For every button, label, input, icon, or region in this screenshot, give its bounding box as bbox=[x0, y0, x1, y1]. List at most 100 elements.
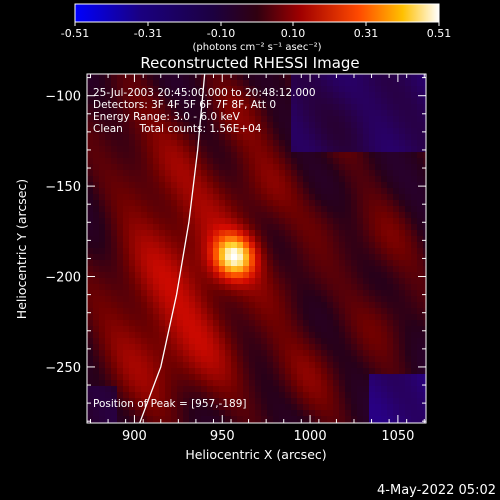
heatmap-cell bbox=[201, 236, 208, 243]
heatmap-cell bbox=[213, 266, 220, 273]
heatmap-cell bbox=[369, 188, 376, 195]
heatmap-cell bbox=[159, 92, 166, 99]
heatmap-cell bbox=[123, 260, 130, 267]
heatmap-cell bbox=[405, 272, 412, 279]
heatmap-cell bbox=[189, 164, 196, 171]
heatmap-cell bbox=[297, 416, 304, 423]
heatmap-cell bbox=[213, 218, 220, 225]
heatmap-cell bbox=[411, 164, 418, 171]
heatmap-cell bbox=[201, 362, 208, 369]
heatmap-cell bbox=[333, 98, 340, 105]
heatmap-cell bbox=[303, 80, 310, 87]
heatmap-cell bbox=[255, 98, 262, 105]
heatmap-cell bbox=[87, 362, 94, 369]
heatmap-cell bbox=[303, 152, 310, 159]
heatmap-cell bbox=[423, 410, 426, 417]
heatmap-cell bbox=[411, 182, 418, 189]
heatmap-cell bbox=[243, 278, 250, 285]
heatmap-cell bbox=[207, 128, 214, 135]
heatmap-cell bbox=[129, 386, 136, 393]
heatmap-cell bbox=[291, 254, 298, 261]
heatmap-cell bbox=[147, 170, 154, 177]
heatmap-cell bbox=[345, 368, 352, 375]
heatmap-cell bbox=[105, 398, 112, 405]
heatmap-cell bbox=[327, 116, 334, 123]
heatmap-cell bbox=[189, 326, 196, 333]
heatmap-cell bbox=[411, 176, 418, 183]
heatmap-cell bbox=[375, 104, 382, 111]
heatmap-cell bbox=[387, 254, 394, 261]
heatmap-cell bbox=[255, 296, 262, 303]
heatmap-cell bbox=[315, 194, 322, 201]
heatmap-cell bbox=[291, 314, 298, 321]
heatmap-cell bbox=[111, 290, 118, 297]
heatmap-cell bbox=[369, 74, 376, 81]
heatmap-cell bbox=[393, 146, 400, 153]
heatmap-cell bbox=[381, 218, 388, 225]
heatmap-cell bbox=[357, 416, 364, 423]
heatmap-cell bbox=[279, 248, 286, 255]
heatmap-cell bbox=[417, 362, 424, 369]
heatmap-cell bbox=[363, 416, 370, 423]
heatmap-cell bbox=[123, 398, 130, 405]
heatmap-cell bbox=[309, 314, 316, 321]
heatmap-cell bbox=[207, 254, 214, 261]
heatmap-cell bbox=[375, 152, 382, 159]
heatmap-cell bbox=[315, 146, 322, 153]
heatmap-cell bbox=[147, 278, 154, 285]
heatmap-cell bbox=[117, 350, 124, 357]
heatmap-cell bbox=[411, 380, 418, 387]
heatmap-cell bbox=[237, 134, 244, 141]
heatmap-cell bbox=[219, 386, 226, 393]
heatmap-cell bbox=[357, 116, 364, 123]
heatmap-cell bbox=[285, 182, 292, 189]
heatmap-cell bbox=[309, 404, 316, 411]
heatmap-cell bbox=[225, 416, 232, 423]
heatmap-cell bbox=[279, 380, 286, 387]
heatmap-cell bbox=[285, 122, 292, 129]
heatmap-cell bbox=[189, 410, 196, 417]
heatmap-cell bbox=[243, 134, 250, 141]
heatmap-cell bbox=[129, 98, 136, 105]
heatmap-cell bbox=[135, 146, 142, 153]
heatmap-cell bbox=[153, 332, 160, 339]
heatmap-cell bbox=[213, 278, 220, 285]
heatmap-cell bbox=[261, 278, 268, 285]
heatmap-cell bbox=[99, 236, 106, 243]
heatmap-cell bbox=[213, 230, 220, 237]
heatmap-cell bbox=[381, 350, 388, 357]
heatmap-cell bbox=[387, 110, 394, 117]
heatmap-cell bbox=[285, 284, 292, 291]
heatmap-cell bbox=[291, 332, 298, 339]
heatmap-cell bbox=[321, 254, 328, 261]
heatmap-cell bbox=[153, 308, 160, 315]
heatmap-cell bbox=[417, 416, 424, 423]
heatmap-cell bbox=[123, 380, 130, 387]
heatmap-cell bbox=[423, 284, 426, 291]
heatmap-cell bbox=[99, 254, 106, 261]
heatmap-cell bbox=[339, 302, 346, 309]
heatmap-cell bbox=[291, 356, 298, 363]
heatmap-cell bbox=[273, 362, 280, 369]
heatmap-cell bbox=[411, 308, 418, 315]
heatmap-cell bbox=[291, 176, 298, 183]
heatmap-cell bbox=[231, 308, 238, 315]
heatmap-cell bbox=[261, 392, 268, 399]
heatmap-cell bbox=[303, 188, 310, 195]
heatmap-cell bbox=[291, 170, 298, 177]
heatmap-cell bbox=[147, 410, 154, 417]
heatmap-cell bbox=[333, 92, 340, 99]
heatmap-cell bbox=[405, 86, 412, 93]
heatmap-cell bbox=[237, 326, 244, 333]
heatmap-cell bbox=[159, 188, 166, 195]
heatmap-cell bbox=[279, 410, 286, 417]
heatmap-cell bbox=[231, 236, 238, 243]
heatmap-cell bbox=[225, 80, 232, 87]
heatmap-cell bbox=[285, 308, 292, 315]
heatmap-cell bbox=[99, 248, 106, 255]
heatmap-cell bbox=[87, 314, 94, 321]
heatmap-cell bbox=[141, 308, 148, 315]
y-tick-label: −100 bbox=[45, 90, 81, 105]
heatmap-cell bbox=[147, 254, 154, 261]
heatmap-cell bbox=[177, 224, 184, 231]
